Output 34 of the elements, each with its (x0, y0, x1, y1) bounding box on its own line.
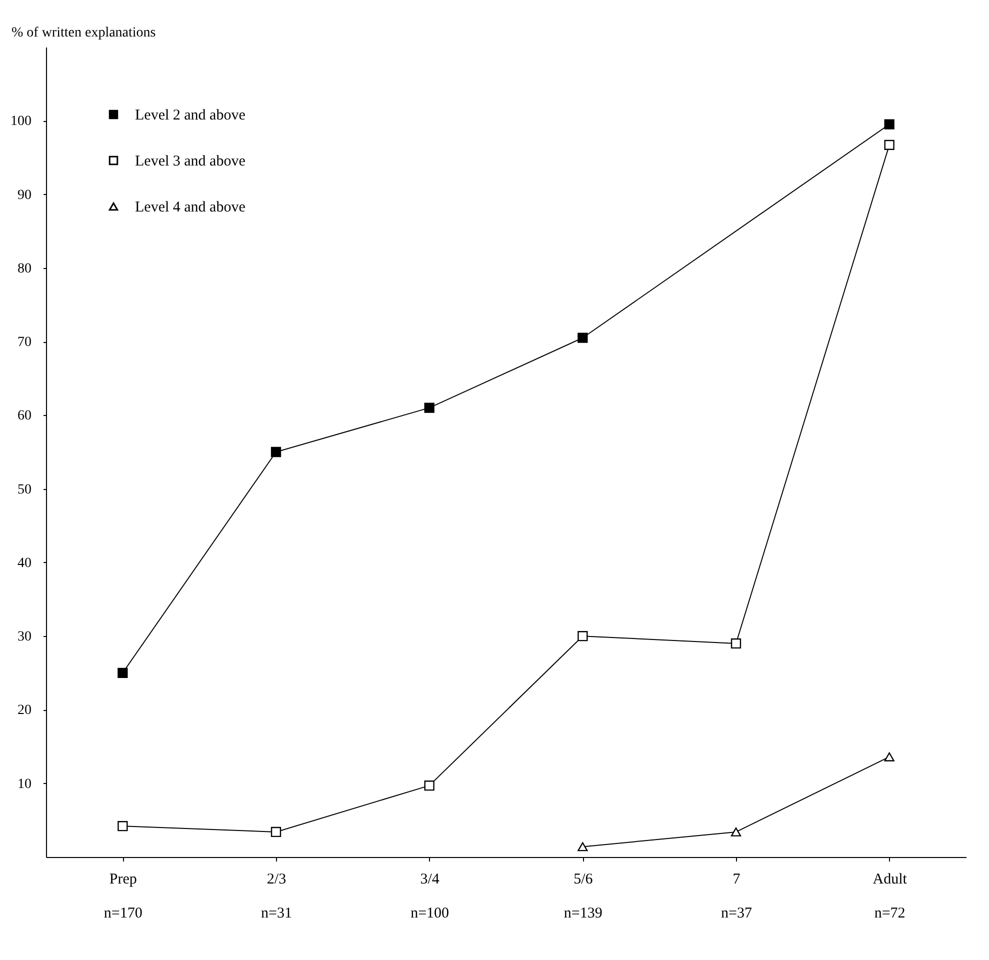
point (270, 446, 282, 458)
category-label: 3/4 n=100 (410, 872, 450, 922)
y-tick-label: 10 (18, 776, 32, 792)
y-tick-label: 30 (18, 630, 32, 645)
legend-label: Level 3 and above (135, 154, 246, 170)
point (884, 119, 894, 130)
point (424, 780, 434, 791)
y-tick-label: 80 (18, 261, 32, 276)
point (884, 140, 894, 150)
point (578, 332, 588, 343)
point (118, 821, 128, 832)
y-tick-label: 100 (10, 114, 32, 130)
category-label: 7 n=37 (721, 872, 752, 922)
category-label: 2/3 n=31 (261, 872, 292, 922)
category-label: 5/6 n=139 (564, 872, 602, 922)
point (578, 631, 588, 642)
point (730, 638, 742, 649)
y-axis-title: % of written explanations (12, 26, 156, 40)
point (884, 752, 894, 762)
point (578, 842, 588, 852)
y-tick-label: 70 (18, 335, 32, 350)
point (270, 826, 282, 838)
y-tick-label: 50 (18, 482, 32, 498)
y-tick-label: 60 (18, 408, 32, 424)
point (424, 402, 434, 413)
point (730, 827, 742, 836)
legend-label: Level 2 and above (135, 108, 246, 124)
category-label: Prep n=170 (104, 872, 142, 922)
legend-label: Level 4 and above (135, 200, 246, 216)
y-tick-label: 20 (18, 703, 32, 718)
y-tick-label: 40 (18, 556, 32, 571)
category-label: Adult n=72 (872, 872, 907, 922)
y-tick-label: 90 (18, 188, 32, 203)
point (118, 668, 128, 678)
